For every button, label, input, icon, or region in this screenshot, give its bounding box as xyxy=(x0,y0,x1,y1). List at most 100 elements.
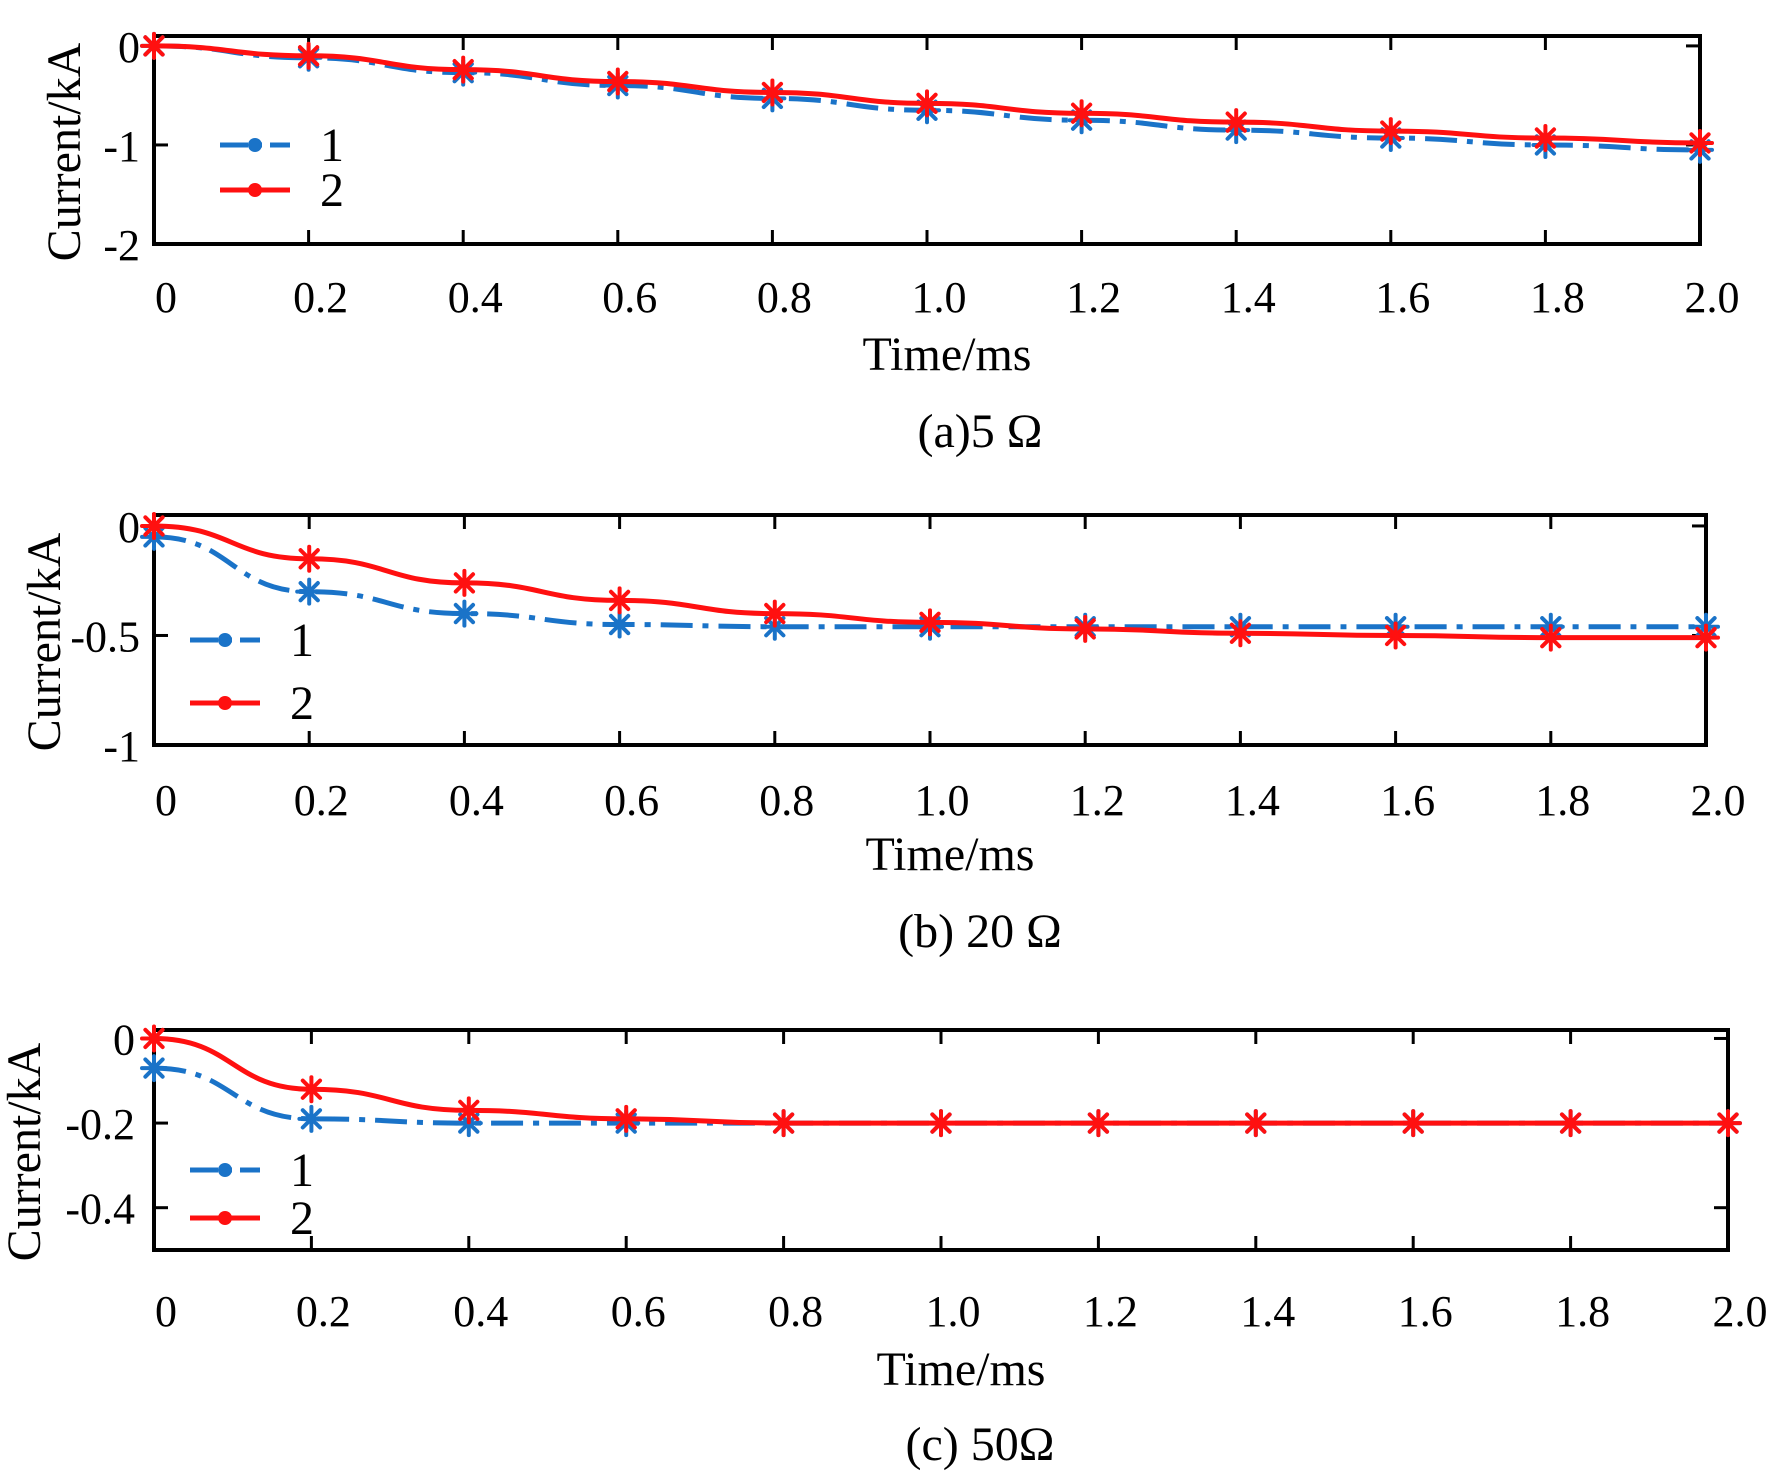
legend-marker-2 xyxy=(248,183,262,197)
legend-marker-1 xyxy=(218,633,232,647)
x-tick-label: 1.2 xyxy=(1066,273,1121,322)
y-tick-label: -1 xyxy=(103,722,140,771)
series-1-point xyxy=(605,610,634,639)
series-2-point xyxy=(1556,1109,1585,1138)
legend-label-2: 2 xyxy=(290,1192,314,1245)
x-tick-label: 0.2 xyxy=(294,776,349,825)
series-2-point xyxy=(449,55,478,84)
series-2-point xyxy=(605,586,634,615)
x-tick-label: 1.2 xyxy=(1070,776,1125,825)
series-1-point xyxy=(295,577,324,606)
legend: 12 xyxy=(190,614,314,730)
x-tick-label: 0.8 xyxy=(759,776,814,825)
y-tick-label: -0.5 xyxy=(70,612,140,661)
legend-label-1: 1 xyxy=(320,119,344,172)
x-tick-label: 1.6 xyxy=(1380,776,1435,825)
x-tick-label: 1.6 xyxy=(1398,1287,1453,1336)
x-tick-label: 0.4 xyxy=(453,1287,508,1336)
series-2-point xyxy=(1084,1109,1113,1138)
series-2-point xyxy=(1686,128,1714,157)
series-1-point xyxy=(140,1054,168,1083)
y-tick-label: -2 xyxy=(103,221,140,270)
x-tick-label: 1.4 xyxy=(1240,1287,1295,1336)
y-axis-title: Current/kA xyxy=(38,42,91,261)
panel-caption: (b) 20 Ω xyxy=(898,905,1062,958)
series-2-point xyxy=(603,67,632,96)
series-2-point xyxy=(1222,108,1251,137)
series-2-point xyxy=(1381,621,1410,650)
x-tick-label: 2.0 xyxy=(1691,776,1746,825)
series-2-point xyxy=(1067,99,1096,128)
series-2-point xyxy=(140,511,168,540)
x-tick-label: 1.4 xyxy=(1221,273,1276,322)
x-tick-label: 1.0 xyxy=(915,776,970,825)
y-tick-label: -0.4 xyxy=(65,1185,135,1234)
x-tick-label: 0.4 xyxy=(449,776,504,825)
series-2-point xyxy=(1241,1109,1270,1138)
series-2-point xyxy=(612,1104,641,1133)
x-axis-title: Time/ms xyxy=(863,328,1032,381)
chart-panel-1: 0 0.2 0.4 0.6 0.8 1.0 1.2 1.4 1.6 1.8 2.0 0 -1 -2 Time… xyxy=(38,23,1740,458)
series-2-point xyxy=(1536,623,1565,652)
series-2-point xyxy=(1376,117,1405,146)
x-tick-label: 1.8 xyxy=(1555,1287,1610,1336)
x-tick-label: 0.2 xyxy=(296,1287,351,1336)
series-2-point xyxy=(1226,619,1255,648)
series-1-point xyxy=(297,1104,326,1133)
y-tick-label: 0 xyxy=(113,1015,135,1064)
x-tick-label: 1.8 xyxy=(1535,776,1590,825)
x-tick-label: 0.8 xyxy=(768,1287,823,1336)
x-tick-label: 0 xyxy=(155,776,177,825)
legend-marker-2 xyxy=(218,696,232,710)
x-tick-label: 2.0 xyxy=(1685,273,1740,322)
x-tick-label: 1.6 xyxy=(1375,273,1430,322)
series-2-point xyxy=(1714,1109,1742,1138)
x-tick-label: 1.2 xyxy=(1083,1287,1138,1336)
series-2-point xyxy=(450,568,479,597)
series-2-point xyxy=(294,41,323,70)
x-tick-label: 0 xyxy=(155,273,177,322)
legend-label-2: 2 xyxy=(290,677,314,730)
x-tick-label: 1.0 xyxy=(926,1287,981,1336)
panel-caption: (a)5 Ω xyxy=(918,405,1043,458)
y-tick-label: -0.2 xyxy=(65,1100,135,1149)
x-axis-title: Time/ms xyxy=(866,828,1035,881)
plot-frame xyxy=(152,1028,1730,1252)
legend-marker-1 xyxy=(248,138,262,152)
x-tick-label: 1.0 xyxy=(912,273,967,322)
chart-panel-2: 0 0.2 0.4 0.6 0.8 1.0 1.2 1.4 1.6 1.8 2.0 0 -0.5 -1 Ti… xyxy=(18,503,1746,958)
series-2-point xyxy=(913,89,941,118)
series-2-point xyxy=(140,1024,168,1053)
panel-caption: (c) 50Ω xyxy=(906,1418,1055,1471)
legend-label-2: 2 xyxy=(320,164,344,217)
x-tick-label: 0.6 xyxy=(611,1287,666,1336)
series-2-point xyxy=(140,31,168,60)
x-tick-label: 0.6 xyxy=(602,273,657,322)
legend-marker-2 xyxy=(218,1211,232,1225)
y-tick-label: 0 xyxy=(118,503,140,552)
y-axis-title: Current/kA xyxy=(0,1042,51,1261)
x-tick-label: 1.8 xyxy=(1530,273,1585,322)
series-2-point xyxy=(758,78,787,107)
x-tick-label: 1.4 xyxy=(1225,776,1280,825)
y-tick-label: -1 xyxy=(103,122,140,171)
series-2-point xyxy=(927,1109,955,1138)
series-2-point xyxy=(1692,623,1720,652)
legend-label-1: 1 xyxy=(290,614,314,667)
series-2-point xyxy=(295,544,324,573)
x-tick-label: 0.6 xyxy=(604,776,659,825)
series-2-point xyxy=(1071,614,1100,643)
series-2-point xyxy=(297,1075,326,1104)
x-axis-title: Time/ms xyxy=(877,1343,1046,1396)
x-tick-label: 0 xyxy=(155,1287,177,1336)
series-2-point xyxy=(769,1109,798,1138)
x-tick-label: 0.2 xyxy=(293,273,348,322)
x-tick-label: 2.0 xyxy=(1713,1287,1768,1336)
legend: 12 xyxy=(190,1144,314,1245)
series-2-point xyxy=(1399,1109,1428,1138)
series-2-point xyxy=(760,599,789,628)
legend-marker-1 xyxy=(218,1163,232,1177)
legend-label-1: 1 xyxy=(290,1144,314,1197)
series-2-point xyxy=(454,1096,483,1125)
